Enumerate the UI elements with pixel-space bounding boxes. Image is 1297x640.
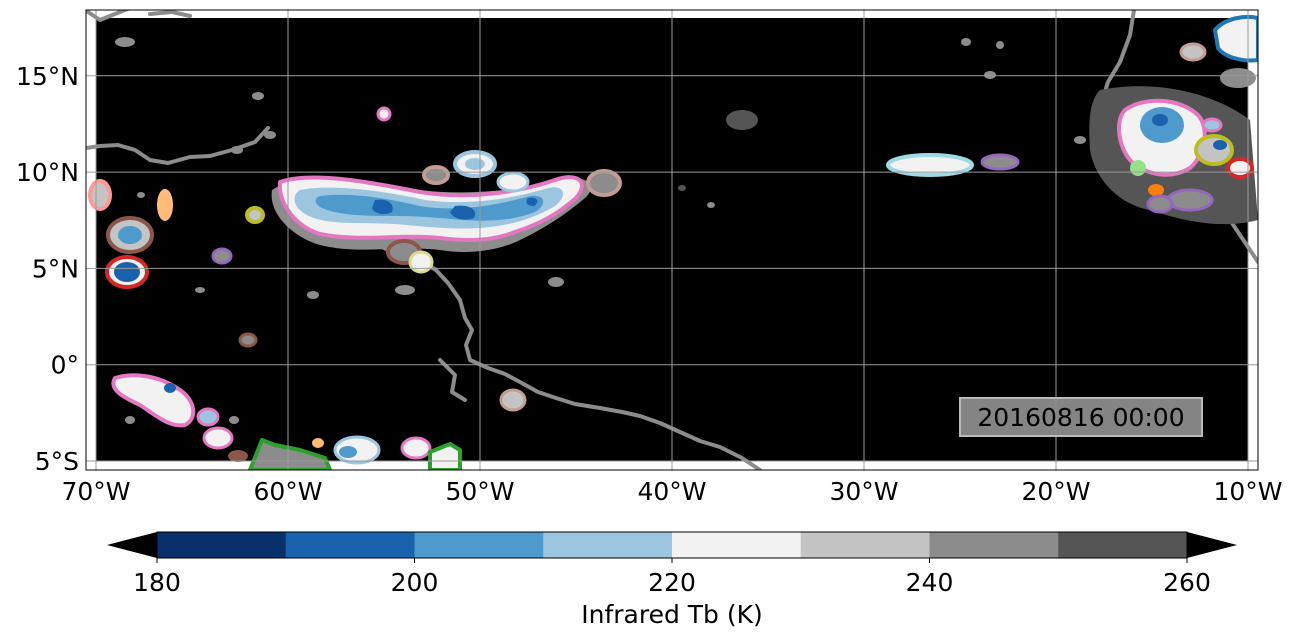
cloud-system-south	[111, 373, 462, 470]
colorbar-tick-label: 200	[391, 568, 439, 597]
cloud-contours	[88, 14, 1258, 470]
colorbar-tick-label: 260	[1163, 568, 1211, 597]
colorbar-segment	[285, 532, 415, 558]
lat-tick-label: 10°N	[16, 158, 79, 187]
colorbar-tick-label: 180	[133, 568, 181, 597]
map-panel: 20160816 00:00	[85, 9, 1259, 471]
colorbar: 180 200 220 240 260 Infrared Tb (K)	[107, 531, 1237, 629]
timestamp-box	[959, 397, 1203, 437]
colorbar-segment	[672, 532, 802, 558]
colorbar-segments	[157, 532, 1188, 558]
lon-tick-label: 10°W	[1213, 477, 1282, 506]
latitude-labels: 15°N 10°N 5°N 0° 5°S	[16, 62, 79, 476]
lon-tick-label: 60°W	[253, 477, 322, 506]
lat-tick-label: 5°S	[35, 447, 79, 476]
grid-lines	[86, 10, 1258, 470]
lat-tick-label: 15°N	[16, 62, 79, 91]
colorbar-segment	[157, 532, 287, 558]
cloud-cell-central	[886, 153, 1020, 177]
cloud-cell-west	[88, 179, 173, 289]
cloud-scattered	[115, 37, 1086, 424]
colorbar-ticks: 180 200 220 240 260	[133, 558, 1211, 597]
lon-tick-label: 30°W	[829, 477, 898, 506]
lat-tick-label: 5°N	[32, 254, 79, 283]
colorbar-extend-over	[1187, 532, 1237, 558]
lon-tick-label: 70°W	[61, 477, 130, 506]
colorbar-segment	[800, 532, 930, 558]
map-frame	[85, 9, 1259, 471]
longitude-labels: 70°W 60°W 50°W 40°W 30°W 20°W 10°W	[61, 477, 1282, 506]
colorbar-segment	[929, 532, 1059, 558]
lon-tick-label: 40°W	[637, 477, 706, 506]
colorbar-tick-label: 220	[648, 568, 696, 597]
timestamp-text: 20160816 00:00	[977, 403, 1184, 432]
lat-tick-label: 0°	[51, 351, 79, 380]
cloud-system-africa	[1089, 14, 1258, 225]
lon-tick-label: 20°W	[1021, 477, 1090, 506]
colorbar-label: Infrared Tb (K)	[581, 600, 763, 629]
colorbar-extend-under	[107, 532, 157, 558]
colorbar-segment	[414, 532, 544, 558]
colorbar-segment	[1058, 532, 1188, 558]
timestamp-stamp: 20160816 00:00	[959, 397, 1203, 437]
colorbar-segment	[543, 532, 673, 558]
cloud-system-itcz-band	[271, 175, 591, 252]
colorbar-tick-label: 240	[906, 568, 954, 597]
lon-tick-label: 50°W	[445, 477, 514, 506]
